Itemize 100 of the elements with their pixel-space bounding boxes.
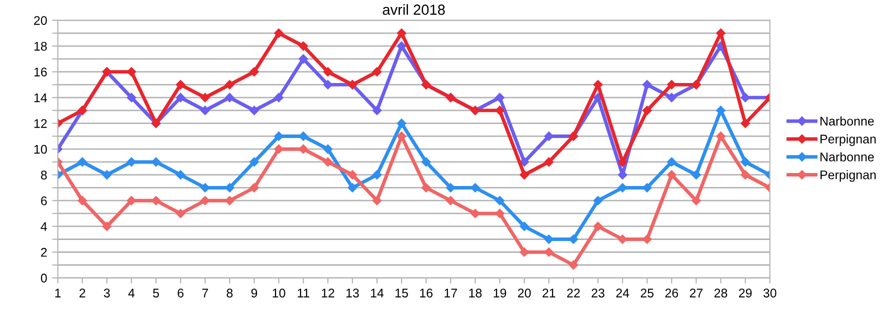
point: [250, 183, 259, 192]
point: [740, 157, 750, 167]
point: [323, 80, 333, 90]
point: [495, 196, 504, 206]
x-tick-label: 8: [226, 288, 233, 298]
point: [667, 92, 676, 102]
point: [396, 132, 406, 141]
x-tick-label: 30: [763, 288, 776, 298]
legend-label: Narbonne: [820, 116, 874, 126]
point: [274, 28, 284, 38]
point: [618, 157, 628, 167]
x-tick-label: 1: [55, 288, 61, 298]
point: [200, 92, 210, 102]
point: [692, 170, 701, 180]
x-tick-label: 7: [202, 288, 208, 298]
point: [323, 144, 333, 154]
x-tick-label: 5: [153, 288, 159, 298]
point: [372, 67, 382, 76]
point: [520, 157, 529, 167]
x-tick-label: 21: [542, 288, 556, 298]
point: [225, 196, 234, 206]
point: [126, 67, 136, 76]
x-tick-label: 25: [640, 288, 654, 298]
point: [78, 157, 87, 167]
y-tick-label: 14: [34, 93, 48, 102]
point: [176, 92, 186, 102]
point: [495, 106, 504, 116]
x-tick-label: 29: [738, 288, 752, 298]
x-tick-label: 17: [444, 288, 457, 298]
x-tick-label: 28: [714, 288, 728, 298]
point: [642, 80, 652, 90]
x-tick-label: 27: [690, 288, 703, 298]
y-tick-label: 4: [40, 222, 48, 231]
x-tick-label: 6: [178, 288, 184, 298]
point: [618, 183, 628, 192]
x-tick-label: 4: [128, 288, 135, 298]
x-tick-label: 11: [298, 288, 310, 298]
y-tick-label: 8: [40, 170, 47, 180]
x-tick-label: 22: [567, 288, 580, 298]
point: [740, 118, 750, 128]
x-tick-label: 15: [396, 288, 408, 298]
point: [200, 183, 210, 192]
point: [250, 157, 259, 167]
x-tick-label: 10: [272, 288, 286, 298]
point: [495, 208, 504, 218]
x-tick-label: 20: [518, 288, 531, 298]
point: [176, 208, 186, 218]
point: [470, 208, 480, 218]
point: [225, 92, 234, 102]
point: [618, 234, 628, 244]
y-tick-label: 16: [34, 68, 47, 76]
x-tick-label: 3: [104, 288, 110, 298]
point: [176, 80, 186, 90]
point: [667, 157, 676, 167]
x-tick-label: 12: [322, 288, 334, 298]
point: [348, 183, 358, 192]
point: [396, 28, 406, 38]
point: [126, 157, 136, 167]
point: [298, 41, 308, 51]
point: [126, 92, 136, 102]
point: [568, 260, 578, 270]
x-tick-label: 26: [665, 288, 678, 298]
point: [102, 170, 112, 180]
point: [495, 92, 504, 102]
y-tick-label: 0: [40, 274, 47, 283]
point: [274, 144, 284, 154]
point: [372, 170, 382, 180]
y-tick-label: 20: [34, 16, 47, 25]
point: [593, 196, 603, 206]
x-tick-label: 23: [592, 288, 604, 298]
point: [544, 248, 554, 257]
point: [396, 118, 406, 128]
point: [421, 183, 431, 192]
point: [692, 196, 701, 206]
x-tick-label: 18: [469, 288, 482, 298]
point: [372, 196, 382, 206]
legend-label: Perpignan: [820, 170, 876, 182]
point: [250, 106, 259, 116]
x-tick-label: 13: [346, 288, 359, 298]
legend-label: Perpignan: [820, 134, 876, 146]
y-tick-label: 6: [41, 196, 47, 206]
point: [642, 106, 652, 116]
x-tick-label: 19: [494, 288, 506, 298]
point: [250, 67, 259, 76]
x-tick-label: 2: [79, 288, 86, 298]
point: [298, 54, 308, 64]
point: [740, 92, 750, 102]
point: [520, 222, 529, 231]
y-tick-label: 10: [34, 144, 47, 154]
y-tick-label: 12: [34, 119, 47, 128]
legend-label: Narbonne: [820, 152, 874, 162]
x-tick-label: 14: [371, 288, 384, 298]
point: [716, 132, 726, 141]
point: [78, 196, 87, 206]
point: [716, 106, 726, 116]
point: [298, 144, 308, 154]
point: [151, 196, 161, 206]
point: [323, 157, 333, 167]
point: [593, 222, 603, 231]
point: [225, 80, 234, 90]
